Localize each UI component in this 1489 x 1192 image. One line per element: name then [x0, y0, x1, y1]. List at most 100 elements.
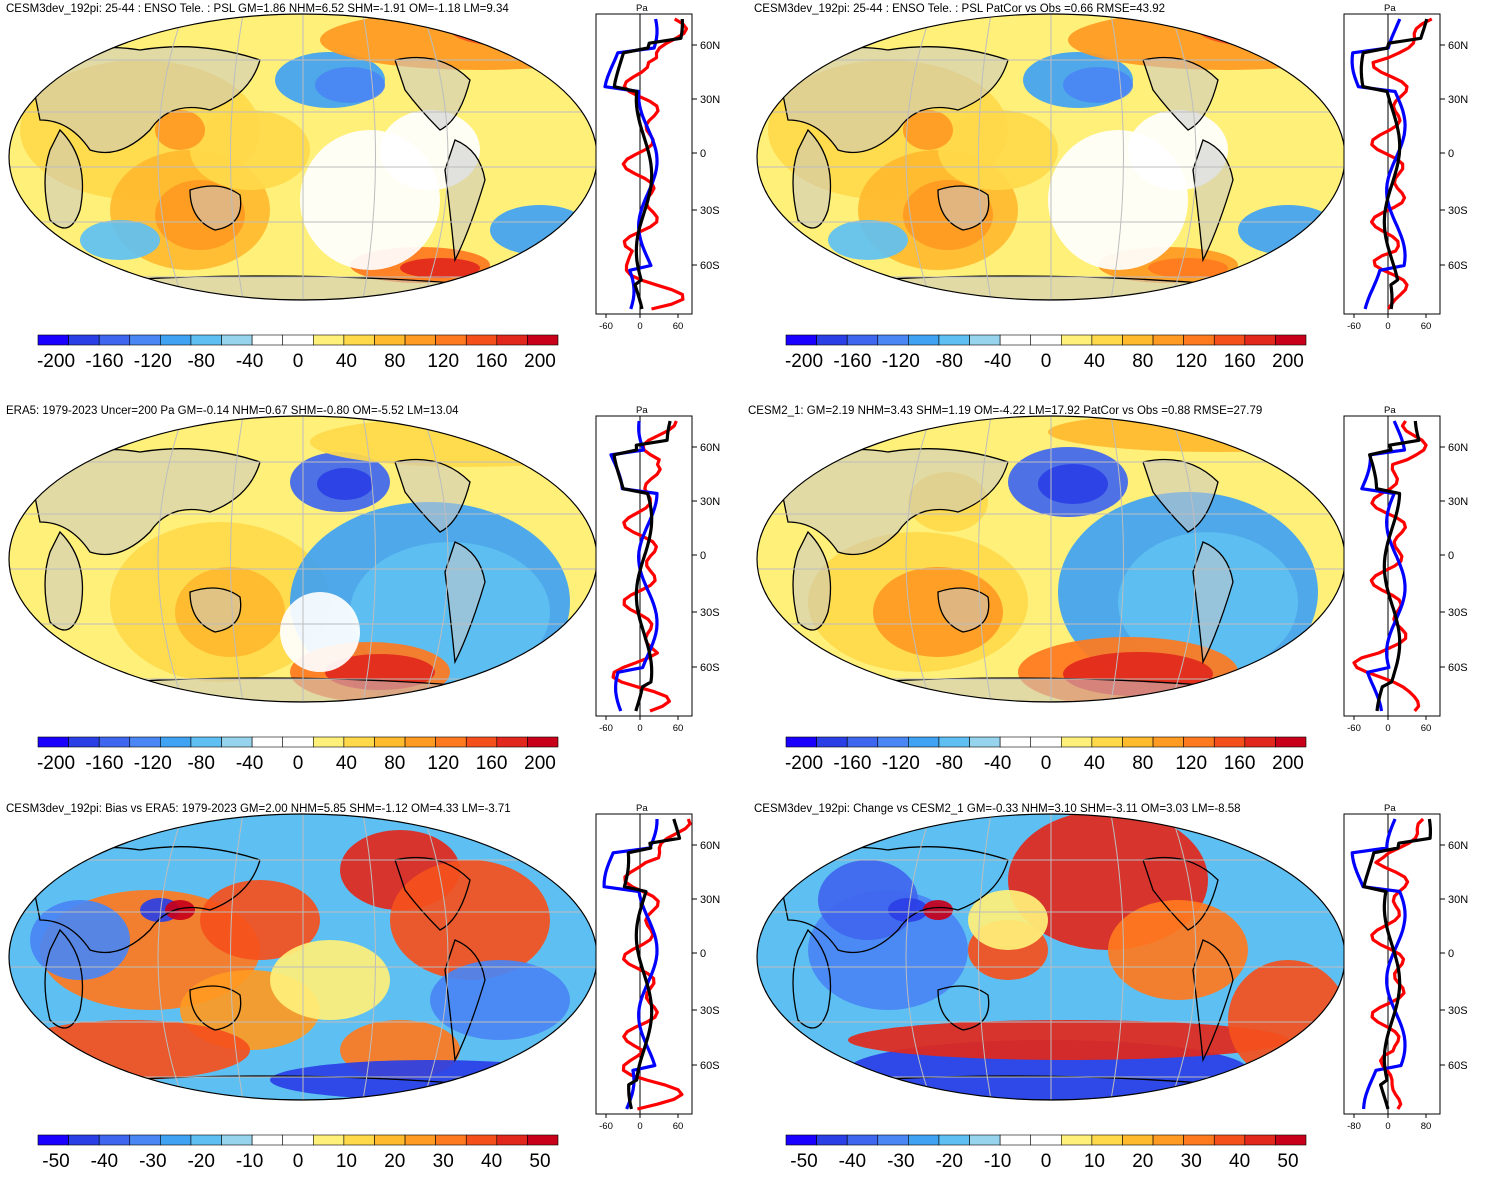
colorbar-box — [999, 736, 1032, 748]
colorbar-box — [190, 334, 222, 346]
continent-outline — [1142, 856, 1219, 931]
colorbar-box — [251, 1134, 284, 1146]
colorbar-box — [129, 1134, 161, 1146]
colorbar: -200 -160 -120 -80 -40 0 40 80 120 160 200 — [37, 736, 559, 774]
colorbar-label: 200 — [524, 753, 556, 774]
colorbar-box — [1183, 1134, 1215, 1146]
profile-xtick-label: -60 — [1347, 321, 1361, 332]
colorbar-box — [1122, 1134, 1154, 1146]
colorbar-box — [527, 736, 559, 748]
colorbar: -50 -40 -30 -20 -10 0 10 20 30 40 50 — [785, 1134, 1307, 1172]
panel-6: CESM3dev_192pi: Change vs CESM2_1 GM=-0.… — [748, 800, 1489, 1192]
colorbar-label: -80 — [187, 351, 214, 372]
gridline-lon — [157, 416, 184, 702]
profile-xtick-label: 60 — [1421, 321, 1432, 332]
profile-line-red — [621, 818, 692, 1111]
colorbar-box — [435, 1134, 467, 1146]
colorbar-box — [877, 736, 909, 748]
gridline-lon — [230, 814, 244, 1100]
continent-outline — [189, 985, 242, 1031]
colorbar-box — [374, 334, 406, 346]
colorbar-box — [251, 334, 284, 346]
colorbar-box — [938, 1134, 970, 1146]
profile-line-red — [1352, 420, 1428, 713]
colorbar-label: 200 — [1272, 753, 1304, 774]
colorbar-box — [1213, 736, 1246, 748]
gridline-lon — [422, 416, 449, 702]
map-anomaly-blob — [1063, 67, 1133, 103]
zonal-profile: Pa 60N 30N 0 30S 60S -80 0 80 — [1343, 803, 1468, 1132]
colorbar: -200 -160 -120 -80 -40 0 40 80 120 160 200 — [785, 334, 1307, 372]
profile-ytick-label: 0 — [700, 550, 706, 562]
profile-line-black — [612, 18, 684, 310]
profile-frame — [1343, 813, 1441, 1115]
map-anomaly-blob — [923, 900, 953, 920]
continent-outline — [792, 928, 832, 1029]
colorbar-box — [221, 1134, 253, 1146]
colorbar-box — [1030, 334, 1062, 346]
colorbar-label: -80 — [187, 753, 214, 774]
profile-ytick-label: 60S — [1448, 662, 1468, 674]
colorbar-box — [312, 334, 345, 346]
profile-line-blue — [603, 18, 659, 310]
colorbar-label: -160 — [833, 753, 871, 774]
colorbar-label: -40 — [236, 753, 263, 774]
colorbar-label: 0 — [293, 1151, 304, 1172]
colorbar-label: 80 — [384, 351, 405, 372]
colorbar-label: 120 — [427, 753, 459, 774]
colorbar-label: 0 — [293, 753, 304, 774]
colorbar-box — [877, 1134, 909, 1146]
continent-outline — [1192, 541, 1234, 665]
colorbar-box — [938, 736, 970, 748]
colorbar-box — [969, 736, 1001, 748]
colorbar-box — [1244, 736, 1276, 748]
map-anomaly-blob — [155, 110, 205, 150]
colorbar-label: 20 — [1132, 1151, 1153, 1172]
colorbar-label: 30 — [1181, 1151, 1202, 1172]
profile-line-black — [1362, 818, 1432, 1110]
profile-frame — [595, 13, 693, 315]
profile-ytick-label: 30S — [1448, 1005, 1468, 1017]
colorbar-label: -40 — [984, 753, 1011, 774]
gridline-lon — [157, 814, 184, 1100]
colorbar-label: -40 — [236, 351, 263, 372]
profile-ytick-label: 60N — [700, 442, 720, 454]
gridline-lon — [1110, 814, 1124, 1100]
colorbar: -200 -160 -120 -80 -40 0 40 80 120 160 200 — [37, 334, 559, 372]
profile-ytick-label: 30N — [1448, 894, 1468, 906]
colorbar-label: -80 — [935, 753, 962, 774]
gridline-lon — [230, 14, 244, 300]
colorbar-label: 10 — [1084, 1151, 1105, 1172]
colorbar-box — [251, 736, 284, 748]
panel-title: CESM2_1: GM=2.19 NHM=3.43 SHM=1.19 OM=-4… — [748, 405, 1262, 417]
map-anomaly-blob — [1238, 205, 1338, 255]
zonal-profile: Pa 60N 30N 0 30S 60S -60 0 60 — [1343, 405, 1468, 734]
profile-xtick-label: 0 — [637, 1121, 642, 1132]
colorbar-box — [98, 736, 131, 748]
panel-title: CESM3dev_192pi: Change vs CESM2_1 GM=-0.… — [754, 803, 1241, 815]
continent-outline — [444, 939, 486, 1063]
profile-ytick-label: 30N — [700, 94, 720, 106]
colorbar-box — [68, 736, 100, 748]
colorbar-box — [938, 334, 970, 346]
colorbar-label: 40 — [336, 351, 357, 372]
continent-outline — [394, 856, 471, 931]
colorbar-box — [404, 1134, 436, 1146]
profile-ytick-label: 60S — [1448, 1060, 1468, 1072]
colorbar-box — [282, 736, 314, 748]
profile-line-red — [1370, 17, 1433, 310]
profile-ytick-label: 0 — [700, 148, 706, 160]
colorbar-label: 80 — [1132, 351, 1153, 372]
colorbar-box — [374, 1134, 406, 1146]
colorbar-box — [1091, 736, 1123, 748]
colorbar-label: -40 — [984, 351, 1011, 372]
colorbar-label: 160 — [476, 351, 508, 372]
colorbar-label: 0 — [1041, 1151, 1052, 1172]
colorbar-box — [908, 1134, 940, 1146]
colorbar-box — [1152, 1134, 1184, 1146]
colorbar-box — [785, 736, 817, 748]
profile-ytick-label: 60N — [1448, 840, 1468, 852]
profile-line-black — [1368, 420, 1421, 712]
profile-frame — [595, 813, 693, 1115]
profile-frame — [595, 415, 693, 717]
